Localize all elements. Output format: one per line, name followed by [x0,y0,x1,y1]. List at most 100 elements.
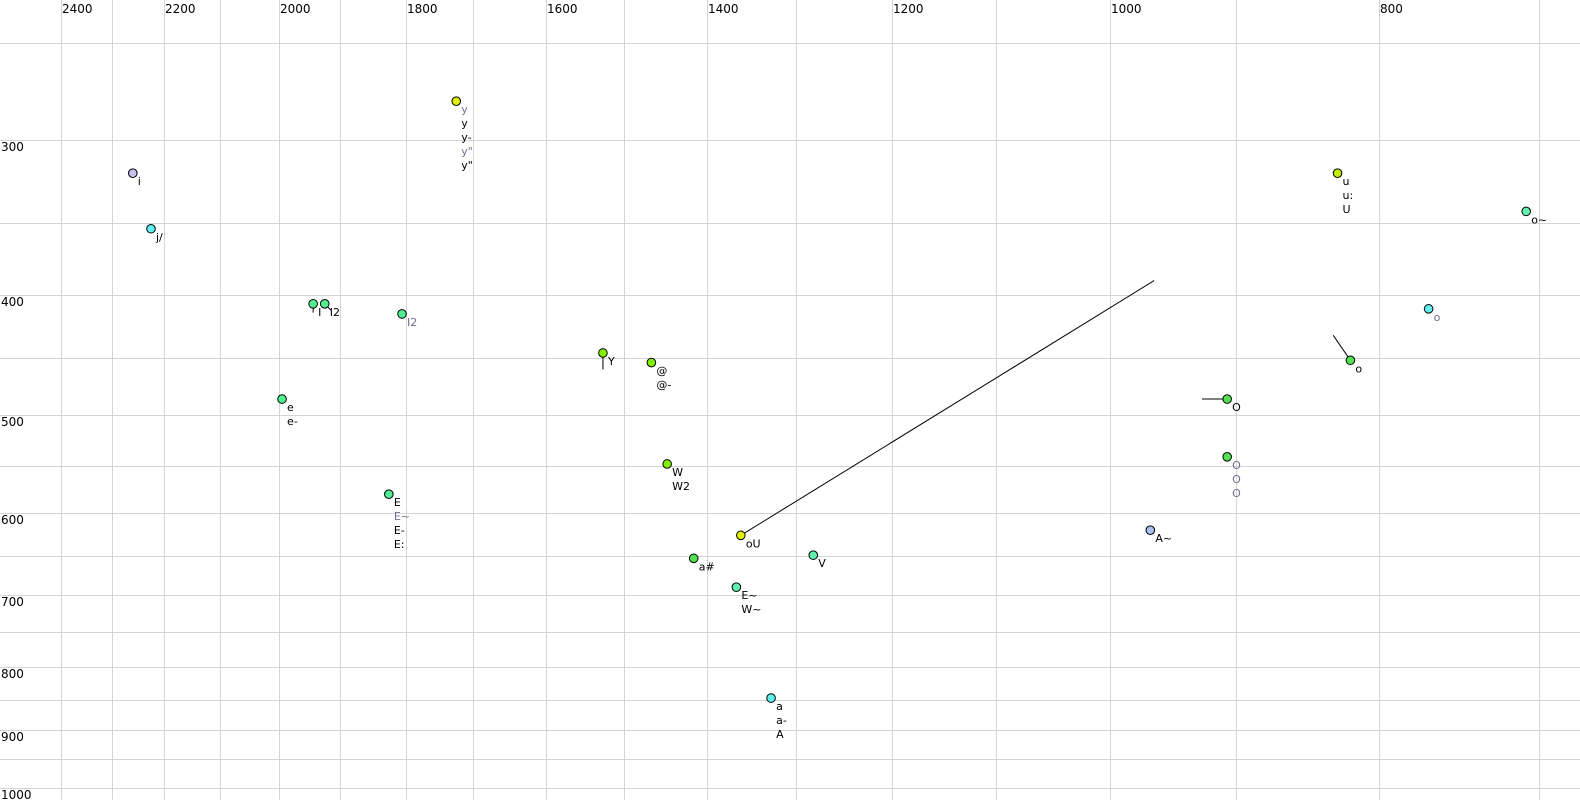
point-marker [384,489,394,500]
y-tick-label: 700 [1,595,24,609]
point-label: y" [461,159,473,172]
point-label: e [287,401,294,414]
point-marker [319,299,330,309]
point-label: a# [699,560,715,573]
point-label: I [318,306,321,319]
point-label: I2 [407,316,417,329]
point-label: A [776,728,784,741]
point-marker [598,348,608,358]
point-label: y [461,117,468,130]
segment-line [740,280,1155,536]
point-label: a [776,700,783,713]
y-tick-label: 800 [1,667,24,681]
point-label: a- [776,714,787,727]
point-marker [688,553,699,564]
point-marker [1345,355,1356,366]
data-point: I [308,299,321,319]
point-marker [1521,206,1531,217]
x-tick-label: 1200 [893,2,924,16]
x-tick-label: 1400 [708,2,739,16]
x-tick-label: 1800 [407,2,438,16]
point-label: U [1343,203,1351,216]
x-tick-label: 800 [1380,2,1403,16]
point-label: E~ [394,510,410,523]
data-point: o~ [1521,206,1547,226]
point-label: @- [656,379,671,392]
point-label: E: [394,538,405,551]
point-label: O [1232,459,1241,472]
point-marker [808,550,819,560]
point-label: O [1232,473,1241,486]
data-point: aa-A [766,693,787,741]
point-label: V [818,557,826,570]
y-tick-label: 1000 [1,788,32,800]
data-point: OOO [1222,452,1241,500]
point-marker [1423,304,1434,314]
point-marker [662,459,672,469]
x-tick-label: 2400 [62,2,93,16]
data-point: EE~E-E: [384,489,410,551]
point-label: y" [461,145,473,158]
x-tick-label: 1600 [547,2,578,16]
data-point: yyy-y"y" [451,96,473,172]
data-point: @@- [646,357,671,392]
segment-line [1332,335,1351,361]
point-marker [1145,525,1156,536]
point-marker [1332,168,1343,178]
point-label: W2 [672,480,690,493]
point-label: oU [746,537,761,550]
data-point: V [808,550,826,570]
y-tick-labels: 300 400 500 600 700 800 900 1000 [1,140,32,800]
data-point: I2 [319,299,340,319]
x-tick-labels: 2400 2200 2000 1800 1600 1400 1200 1000 800 [62,2,1403,16]
point-marker [308,299,318,309]
point-marker [766,693,776,703]
point-label: o [1434,311,1441,324]
point-marker [646,357,657,368]
point-marker [731,582,742,593]
segments [312,280,1351,536]
x-tick-label: 1000 [1111,2,1142,16]
point-label: Y [607,355,615,368]
point-marker [146,223,156,234]
data-point: j/ [146,223,163,244]
y-tick-label: 900 [1,730,24,744]
point-marker [736,530,746,541]
point-label: i [138,175,141,188]
data-point: i [128,168,141,188]
point-label: u: [1343,189,1354,202]
point-label: E- [394,524,405,537]
y-tick-label: 500 [1,415,24,429]
data-point: WW2 [662,459,690,493]
data-point: uu:U [1332,168,1354,216]
y-tick-label: 400 [1,295,24,309]
point-label: W~ [741,603,761,616]
point-label: W [672,466,683,479]
point-marker [1222,452,1232,462]
point-marker [1222,394,1232,404]
data-point: o [1345,355,1362,375]
data-point: A~ [1145,525,1172,545]
data-point: Y [598,348,615,368]
point-label: o~ [1531,213,1547,226]
y-tick-label: 300 [1,140,24,154]
data-point: a# [688,553,715,573]
point-label: O [1232,487,1241,500]
x-tick-label: 2200 [165,2,196,16]
point-label: O [1232,401,1241,414]
point-label: @ [656,365,667,378]
point-marker [397,309,407,319]
x-tick-label: 2000 [280,2,311,16]
data-point: oU [736,530,761,550]
point-marker [128,168,138,178]
point-label: y [461,103,468,116]
data-point: o [1423,304,1441,324]
y-tick-label: 600 [1,513,24,527]
data-point: E~W~ [731,582,761,616]
data-point: O [1222,394,1241,414]
point-label: y- [461,131,471,144]
point-label: A~ [1155,532,1172,545]
data-point: I2 [397,309,417,329]
point-label: u [1343,175,1350,188]
